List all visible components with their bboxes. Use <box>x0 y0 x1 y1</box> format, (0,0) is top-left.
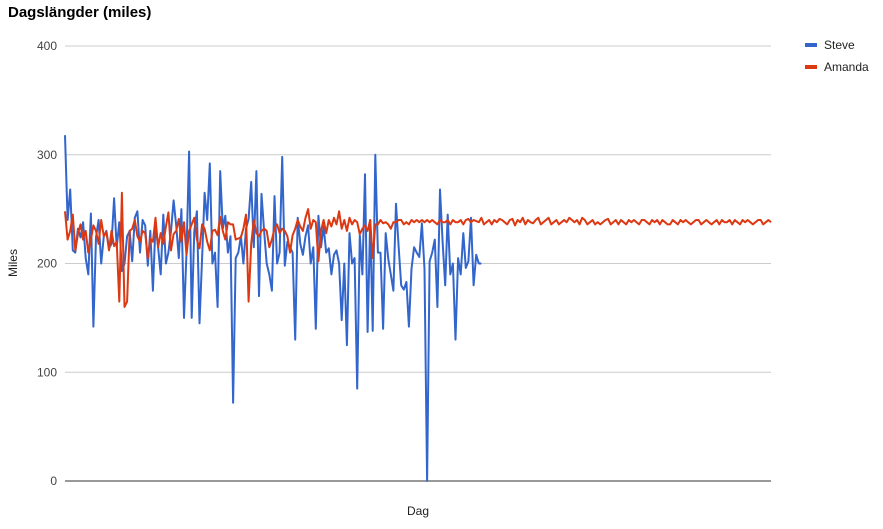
chart-title: Dagslängder (miles) <box>8 4 152 21</box>
y-tick-label: 200 <box>37 257 57 271</box>
legend-label-amanda[interactable]: Amanda <box>824 60 869 74</box>
y-tick-label: 400 <box>37 39 57 53</box>
y-tick-label: 300 <box>37 148 57 162</box>
gridlines <box>65 45 771 373</box>
legend-swatch-amanda <box>805 65 817 69</box>
series-line-steve <box>64 135 482 482</box>
y-tick-labels: 0 100 200 300 400 <box>37 39 57 488</box>
y-tick-label: 100 <box>37 365 57 379</box>
x-axis-label: Dag <box>407 504 429 518</box>
legend: Steve Amanda <box>805 38 869 74</box>
series-line-amanda <box>64 191 772 308</box>
legend-label-steve[interactable]: Steve <box>824 38 855 52</box>
y-axis-label: Miles <box>6 249 20 277</box>
y-tick-label: 0 <box>50 474 57 488</box>
series-layer <box>64 135 772 482</box>
legend-swatch-steve <box>805 43 817 47</box>
